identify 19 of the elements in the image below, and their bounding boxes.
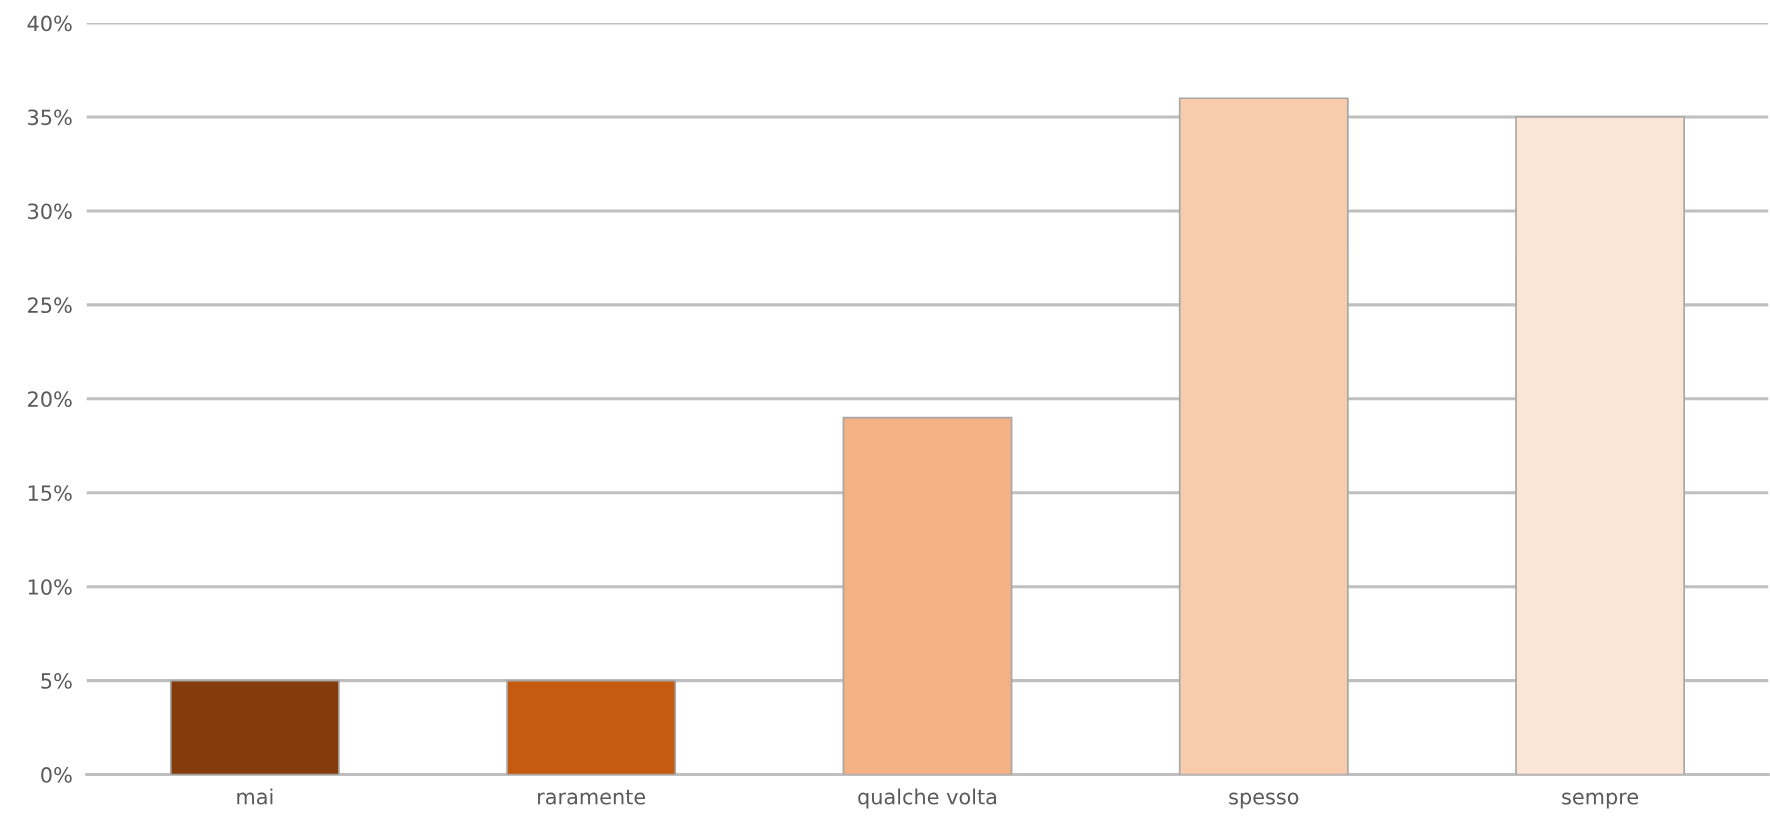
x-tick-label: spesso	[1229, 792, 1299, 809]
bar	[1178, 97, 1349, 775]
y-tick-label: 5%	[41, 673, 72, 689]
x-tick-label: raramente	[538, 789, 646, 805]
x-tick-label: sempre	[1562, 792, 1639, 809]
x-tick-label: qualche volta	[858, 788, 997, 809]
bar	[1515, 116, 1685, 775]
y-tick-label: 25%	[28, 297, 72, 314]
y-tick-label: 20%	[28, 391, 72, 408]
bar	[169, 679, 340, 775]
y-tick-label: 30%	[28, 203, 72, 220]
y-tick-label: 40%	[27, 15, 72, 32]
y-tick-label: 0%	[41, 767, 72, 783]
bar	[506, 679, 677, 775]
y-tick-label: 35%	[28, 109, 72, 126]
bar	[842, 416, 1013, 775]
y-tick-label: 10%	[28, 579, 72, 595]
y-tick-label: 15%	[28, 485, 72, 501]
x-tick-label: mai	[237, 788, 273, 805]
